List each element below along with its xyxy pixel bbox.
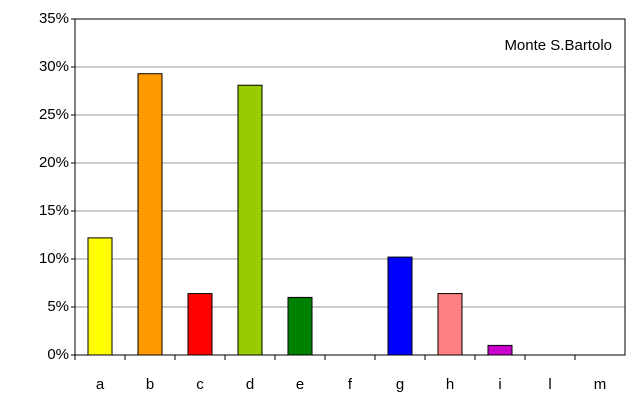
x-tick-label: i: [498, 376, 501, 393]
bar: [187, 293, 213, 356]
x-tick-label: e: [296, 376, 304, 393]
y-tick-label: 25%: [39, 106, 69, 123]
x-tick-label: l: [548, 376, 551, 393]
y-tick-label: 10%: [39, 250, 69, 267]
x-tick-label: a: [96, 376, 105, 393]
bar: [137, 73, 163, 356]
bar: [237, 84, 263, 356]
x-tick-label: g: [396, 376, 404, 393]
bar: [87, 237, 113, 356]
y-tick-label: 15%: [39, 202, 69, 219]
bar: [287, 296, 313, 356]
y-tick-label: 35%: [39, 10, 69, 27]
x-tick-label: b: [146, 376, 154, 393]
y-tick-label: 30%: [39, 58, 69, 75]
x-tick-label: h: [446, 376, 454, 393]
x-tick-label: d: [246, 376, 254, 393]
x-tick-label: c: [196, 376, 204, 393]
bar: [437, 293, 463, 356]
bar: [487, 344, 513, 356]
bar: [387, 256, 413, 356]
y-tick-label: 20%: [39, 154, 69, 171]
y-tick-label: 5%: [47, 298, 69, 315]
y-tick-label: 0%: [47, 346, 69, 363]
plot-frame: [74, 18, 626, 356]
x-tick-label: m: [594, 376, 607, 393]
x-tick-label: f: [348, 376, 353, 393]
chart-title: Monte S.Bartolo: [504, 37, 612, 54]
